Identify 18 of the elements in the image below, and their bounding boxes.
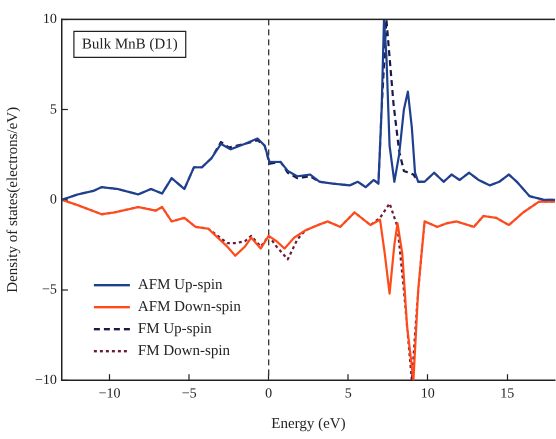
x-axis-title: Energy (eV) — [271, 416, 346, 432]
x-tick-label: 5 — [344, 386, 352, 402]
x-tick-label: 0 — [265, 386, 272, 402]
y-axis-title: Density of states(electrons/eV) — [4, 106, 21, 293]
legend-label: AFM Down-spin — [138, 299, 242, 316]
x-tick-label: 15 — [500, 386, 514, 402]
y-tick-label: −5 — [42, 282, 57, 298]
y-tick-label: 0 — [50, 192, 57, 208]
annotation: Bulk MnB (D1) — [82, 36, 178, 52]
y-tick-label: 10 — [42, 12, 57, 28]
x-tick-label: −10 — [98, 386, 121, 402]
legend-label: AFM Up-spin — [138, 277, 223, 294]
legend-label: FM Down-spin — [138, 343, 230, 360]
legend-label: FM Up-spin — [138, 321, 212, 338]
y-tick-label: 5 — [50, 102, 57, 118]
x-tick-label: −5 — [182, 386, 197, 402]
x-tick-label: 10 — [420, 386, 435, 402]
y-tick-label: −10 — [34, 372, 57, 388]
